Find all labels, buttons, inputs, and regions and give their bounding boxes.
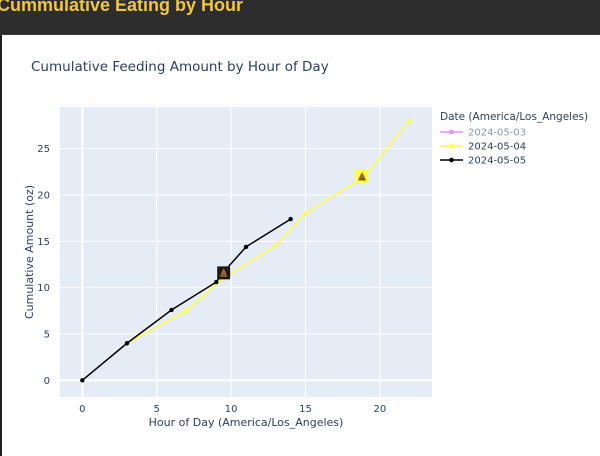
poop-icon-top bbox=[360, 171, 365, 176]
data-point-2024-05-05 bbox=[243, 244, 249, 250]
legend-swatch-marker bbox=[449, 157, 454, 163]
x-tick-label: 5 bbox=[154, 404, 160, 415]
cumulative-feeding-chart: Cumulative Feeding Amount by Hour of Day… bbox=[23, 59, 588, 429]
data-point-2024-05-05 bbox=[124, 341, 130, 346]
x-axis-title: Hour of Day (America/Los_Angeles) bbox=[149, 416, 344, 429]
legend-item-2024-05-04[interactable]: 2024-05-04 bbox=[440, 142, 526, 153]
plot-area bbox=[60, 107, 432, 397]
data-point-2024-05-05 bbox=[80, 378, 85, 383]
poop-icon-middle bbox=[220, 271, 227, 275]
data-point-2024-05-04 bbox=[273, 243, 278, 249]
legend-title: Date (America/Los_Angeles) bbox=[440, 111, 588, 123]
poop-icon-base bbox=[219, 274, 228, 277]
legend-label: 2024-05-05 bbox=[468, 156, 526, 167]
x-tick-label: 15 bbox=[299, 404, 312, 415]
chart-title: Cumulative Feeding Amount by Hour of Day bbox=[31, 59, 329, 75]
poop-icon bbox=[355, 169, 369, 183]
legend-swatch-marker bbox=[449, 129, 454, 135]
y-axis-title: Cumulative Amount (oz) bbox=[23, 185, 36, 319]
data-point-2024-05-04 bbox=[303, 211, 308, 216]
data-point-2024-05-05 bbox=[288, 216, 293, 222]
poop-icon-base bbox=[358, 177, 367, 181]
y-tick-label: 10 bbox=[37, 283, 50, 294]
x-tick-label: 0 bbox=[79, 404, 85, 415]
y-tick-label: 25 bbox=[37, 144, 50, 155]
y-tick-label: 0 bbox=[44, 376, 50, 387]
y-tick-label: 20 bbox=[37, 191, 50, 202]
poop-icon-middle bbox=[359, 175, 366, 178]
poop-icon-top bbox=[221, 268, 226, 272]
legend-swatch-marker bbox=[449, 143, 454, 149]
data-point-2024-05-04 bbox=[407, 118, 412, 124]
legend-label: 2024-05-04 bbox=[468, 142, 526, 153]
app-title: Cummulative Eating by Hour bbox=[0, 0, 244, 15]
chart-panel: Cumulative Feeding Amount by Hour of Day… bbox=[2, 35, 600, 456]
legend-item-2024-05-03[interactable]: 2024-05-03 bbox=[440, 128, 526, 139]
app-header: Cummulative Eating by Hour bbox=[0, 0, 600, 35]
x-tick-label: 20 bbox=[374, 404, 387, 415]
y-tick-label: 5 bbox=[44, 329, 50, 340]
y-tick-label: 15 bbox=[37, 237, 50, 248]
data-point-2024-05-05 bbox=[214, 279, 219, 285]
legend-item-2024-05-05[interactable]: 2024-05-05 bbox=[440, 156, 526, 167]
legend-label: 2024-05-03 bbox=[468, 128, 526, 139]
poop-icon bbox=[217, 266, 231, 280]
data-point-2024-05-04 bbox=[184, 308, 189, 314]
data-point-2024-05-05 bbox=[169, 307, 174, 313]
x-tick-label: 10 bbox=[225, 404, 238, 415]
